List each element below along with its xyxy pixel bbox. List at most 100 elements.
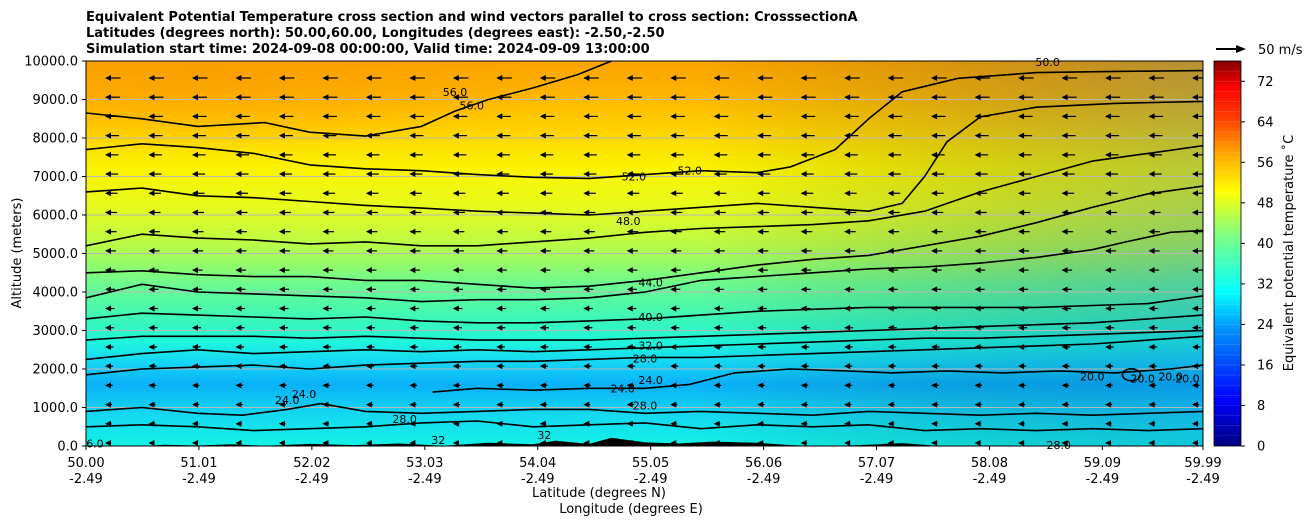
x-tick-label-lat: 54.04: [519, 456, 556, 471]
wind-vector-head: [235, 94, 242, 101]
wind-vector: [452, 324, 462, 331]
wind-vector: [1018, 171, 1032, 178]
wind-vector-head: [1105, 209, 1112, 216]
wind-vector-head: [974, 209, 981, 216]
wind-vector: [1105, 190, 1118, 197]
wind-vector: [365, 151, 380, 158]
wind-vector-head: [626, 305, 633, 312]
wind-vector: [365, 267, 377, 274]
wind-vector-head: [1148, 94, 1155, 101]
wind-vector-head: [322, 286, 329, 293]
wind-vector-head: [191, 113, 198, 120]
wind-vector-head: [235, 75, 242, 81]
wind-vector-head: [887, 75, 894, 81]
wind-vector: [409, 305, 419, 312]
contour-line: [86, 144, 1203, 247]
wind-vector: [1148, 228, 1161, 235]
chart-title-line: Equivalent Potential Temperature cross s…: [86, 10, 858, 25]
wind-vector: [1061, 401, 1069, 408]
wind-vector-head: [757, 228, 764, 235]
wind-vector-head: [670, 209, 677, 216]
wind-vector-head: [887, 286, 894, 293]
wind-vector: [1018, 401, 1026, 408]
wind-vector: [844, 247, 856, 254]
wind-vector: [757, 75, 773, 81]
wind-vector: [931, 440, 938, 446]
wind-vector: [409, 151, 423, 158]
wind-vector: [322, 247, 334, 254]
wind-vector-head: [235, 382, 242, 389]
wind-vector: [583, 286, 594, 293]
wind-vector: [800, 440, 807, 446]
wind-vector-head: [1148, 440, 1155, 446]
wind-vector: [887, 75, 904, 81]
wind-vector: [1192, 171, 1203, 178]
wind-vector-head: [1148, 305, 1155, 312]
wind-vector-head: [1105, 247, 1112, 254]
wind-vector: [626, 94, 642, 101]
wind-vector: [887, 401, 895, 408]
wind-vector-head: [148, 132, 155, 139]
wind-vector-head: [452, 247, 459, 254]
wind-vector-head: [1061, 286, 1068, 293]
wind-vector: [409, 247, 421, 254]
x-tick-label-lat: 53.03: [406, 456, 443, 471]
wind-vector: [409, 94, 425, 101]
wind-vector: [496, 343, 505, 350]
wind-vector: [191, 94, 208, 101]
wind-vector: [974, 171, 988, 178]
wind-vector-head: [1192, 247, 1198, 254]
wind-vector-head: [409, 113, 416, 120]
wind-vector-head: [191, 420, 198, 427]
wind-vector: [539, 343, 549, 350]
wind-vector: [800, 267, 812, 274]
wind-vector: [1105, 363, 1114, 370]
wind-vector: [496, 324, 506, 331]
wind-vector-head: [1061, 401, 1068, 408]
wind-vector: [148, 247, 160, 254]
wind-vector-head: [409, 190, 416, 197]
wind-vector: [670, 401, 678, 408]
wind-vector: [670, 132, 685, 139]
wind-vector-head: [148, 209, 155, 216]
wind-vector-head: [800, 151, 807, 158]
wind-vector-head: [1105, 113, 1112, 120]
wind-vector: [757, 324, 767, 331]
wind-vector: [583, 228, 595, 235]
wind-vector: [1018, 132, 1033, 139]
wind-vector-head: [278, 267, 285, 274]
wind-vector: [452, 113, 468, 120]
wind-vector-head: [278, 382, 285, 389]
wind-vector-head: [1018, 286, 1025, 293]
wind-vector-head: [539, 247, 546, 254]
wind-vector-head: [322, 94, 329, 101]
wind-vector-head: [496, 190, 503, 197]
wind-vector-head: [1148, 247, 1155, 254]
quiver-key-arrowhead: [1236, 45, 1246, 53]
wind-vector-head: [1018, 324, 1025, 331]
wind-vector-head: [191, 190, 198, 197]
wind-vector: [800, 343, 810, 350]
wind-vector-head: [278, 343, 285, 350]
wind-vector: [757, 401, 765, 408]
wind-vector: [800, 420, 808, 427]
wind-vector: [496, 382, 504, 389]
wind-vector: [713, 94, 729, 101]
wind-vector-head: [539, 401, 546, 408]
wind-vector-head: [365, 113, 372, 120]
wind-vector-head: [452, 267, 459, 274]
wind-vector-head: [800, 286, 807, 293]
wind-vector: [235, 113, 251, 120]
wind-vector-head: [322, 420, 329, 427]
wind-vector: [191, 324, 202, 331]
wind-vector-head: [452, 305, 459, 312]
wind-vector-head: [496, 267, 503, 274]
wind-vector-head: [409, 171, 416, 178]
wind-vector-head: [539, 382, 546, 389]
x-tick-label-lon: -2.49: [1086, 472, 1120, 487]
wind-vector: [800, 94, 816, 101]
wind-vector-head: [191, 151, 198, 158]
wind-vector-head: [1192, 171, 1198, 178]
wind-vector: [235, 190, 249, 197]
wind-vector-head: [887, 401, 894, 408]
